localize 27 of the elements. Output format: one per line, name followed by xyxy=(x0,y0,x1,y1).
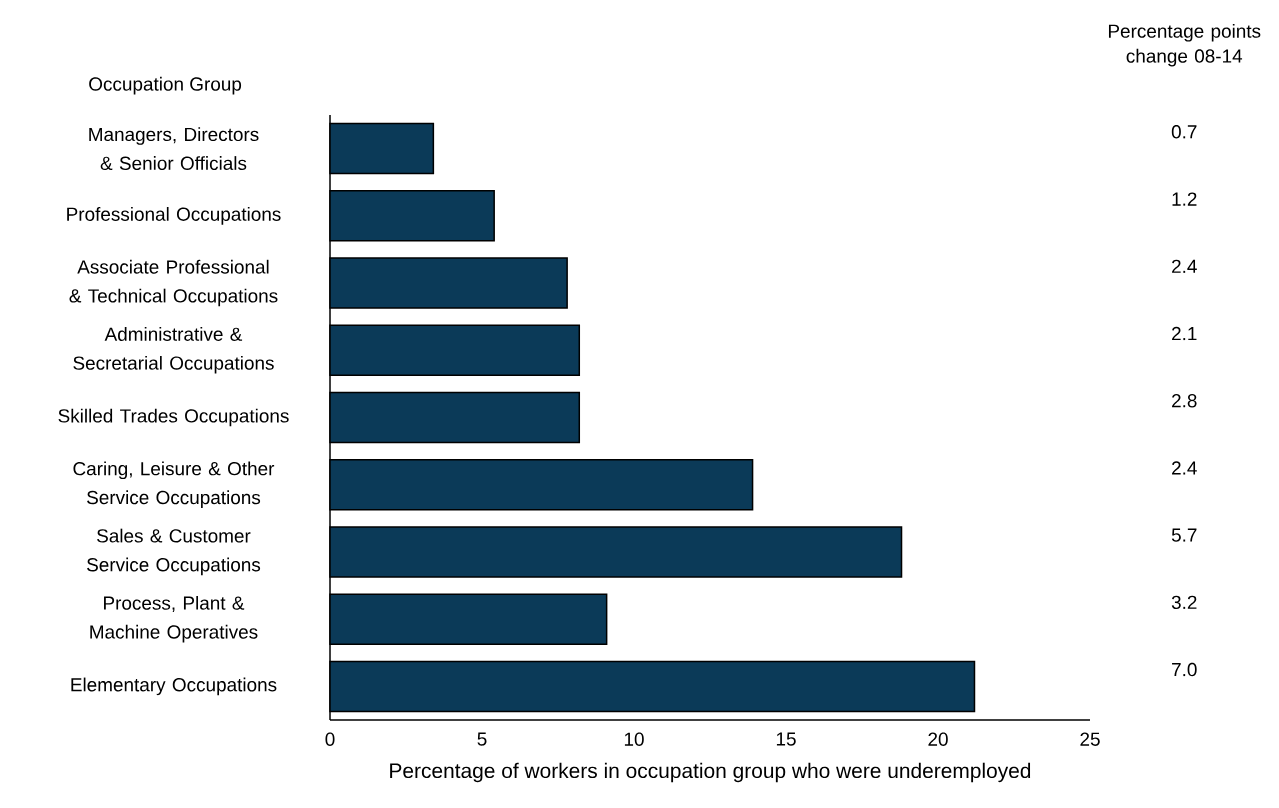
y-tick-label: Administrative & Secretarial Occupations xyxy=(73,327,274,374)
x-tick-label: 15 xyxy=(776,732,796,746)
y-tick-label: Elementary Occupations xyxy=(71,677,277,696)
text: 2.4 xyxy=(1172,461,1197,475)
text: 2.4 xyxy=(1172,259,1197,273)
x-tick-label: 20 xyxy=(928,732,948,746)
text: 3.2 xyxy=(1171,595,1197,610)
x-tick-label: 25 xyxy=(1080,732,1100,746)
x-tick-label: 0 xyxy=(325,732,335,746)
text: 2.1 xyxy=(1172,326,1197,341)
text: Percentage points change 08-14 xyxy=(1108,23,1261,67)
y-tick-label: Sales & Customer Service Occupations xyxy=(87,528,261,576)
x-tick-label: 10 xyxy=(624,732,644,746)
text: 5.7 xyxy=(1171,528,1197,542)
y-axis-title: Occupation Group xyxy=(89,76,242,95)
y-tick-label: Professional Occupations xyxy=(67,207,281,225)
text: 0.7 xyxy=(1171,125,1197,139)
x-tick-label: 5 xyxy=(477,732,487,746)
y-tick-label: Caring, Leisure & Other Service Occupations xyxy=(73,461,275,508)
y-tick-label: Skilled Trades Occupations xyxy=(58,408,289,427)
x-axis-title: Percentage of workers in occupation group who were underemployed xyxy=(390,762,1031,783)
text: 7.0 xyxy=(1172,662,1197,677)
text: 2.8 xyxy=(1172,393,1197,408)
y-tick-label: Managers, Directors & Senior Officials xyxy=(89,127,259,171)
text: 1.2 xyxy=(1172,192,1197,206)
y-tick-label: Process, Plant & Machine Operatives xyxy=(90,595,258,643)
y-tick-label: Associate Professional & Technical Occupations xyxy=(69,259,278,307)
